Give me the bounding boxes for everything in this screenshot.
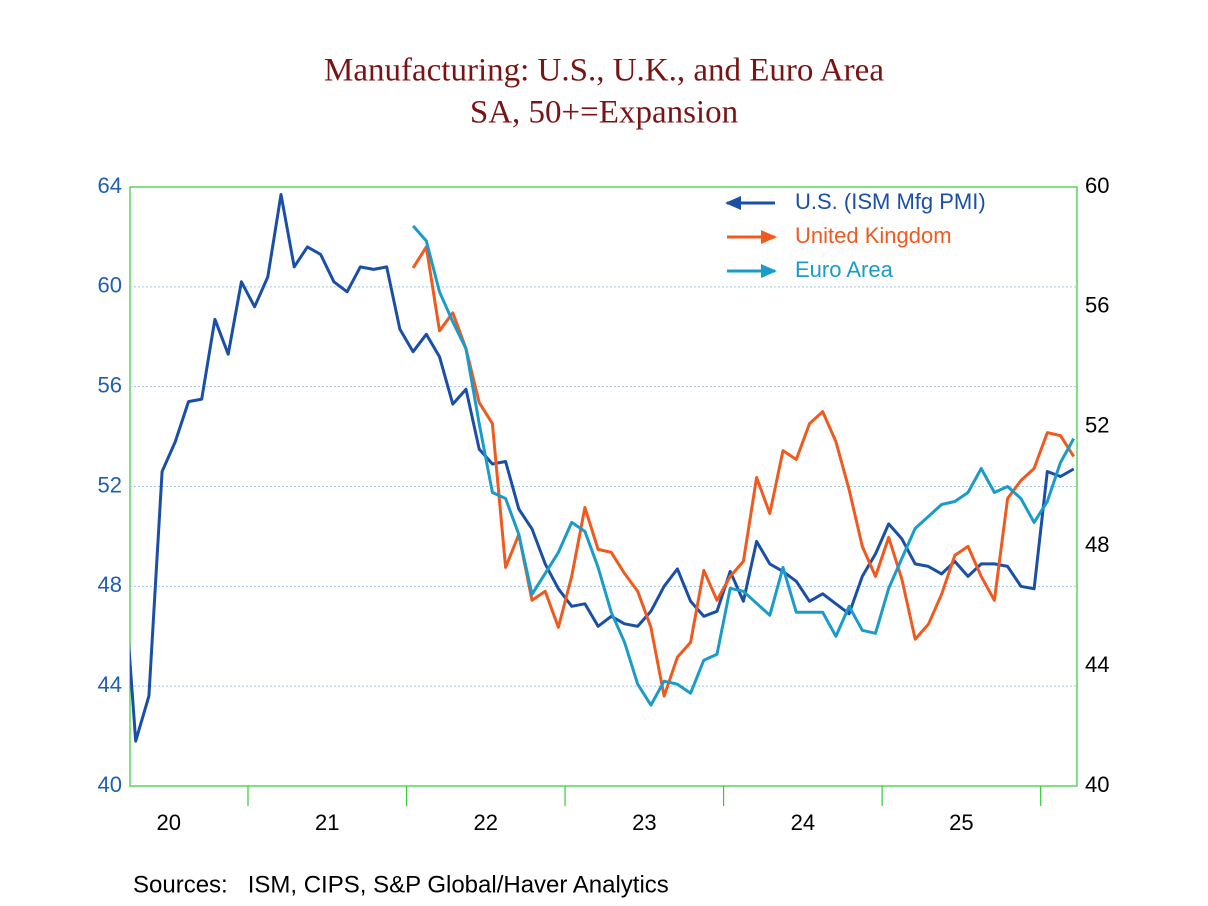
legend-arrow [725, 196, 741, 210]
y2-tick-label: 44 [1085, 652, 1109, 677]
y2-tick-label: 56 [1085, 293, 1109, 318]
y-tick-label: 56 [98, 372, 122, 397]
y2-tick-label: 48 [1085, 532, 1109, 557]
x-tick-label: 23 [632, 810, 656, 835]
y-tick-label: 44 [98, 672, 122, 697]
series-line [411, 224, 1076, 707]
y2-tick-label: 60 [1085, 173, 1109, 198]
chart-subtitle: SA, 50+=Expansion [470, 95, 738, 131]
series-line [130, 193, 1075, 743]
x-tick-label: 21 [315, 810, 339, 835]
legend-arrow [761, 264, 777, 278]
y-tick-label: 48 [98, 572, 122, 597]
y2-tick-label: 40 [1085, 772, 1109, 797]
x-tick-label: 20 [156, 810, 180, 835]
y-tick-label: 64 [98, 173, 122, 198]
y-tick-label: 52 [98, 472, 122, 497]
legend-arrow [761, 230, 777, 244]
series-line [411, 245, 1075, 698]
legend-label: United Kingdom [795, 223, 952, 248]
legend-label: Euro Area [795, 257, 894, 282]
y2-tick-label: 52 [1085, 412, 1109, 437]
x-tick-label: 25 [949, 810, 973, 835]
source-note: Sources: ISM, CIPS, S&P Global/Haver Ana… [133, 871, 669, 898]
y-tick-label: 40 [98, 772, 122, 797]
y-tick-label: 60 [98, 273, 122, 298]
legend-label: U.S. (ISM Mfg PMI) [795, 189, 986, 214]
x-tick-label: 22 [474, 810, 498, 835]
chart-title: Manufacturing: U.S., U.K., and Euro Area [324, 53, 884, 89]
x-tick-label: 24 [791, 810, 815, 835]
